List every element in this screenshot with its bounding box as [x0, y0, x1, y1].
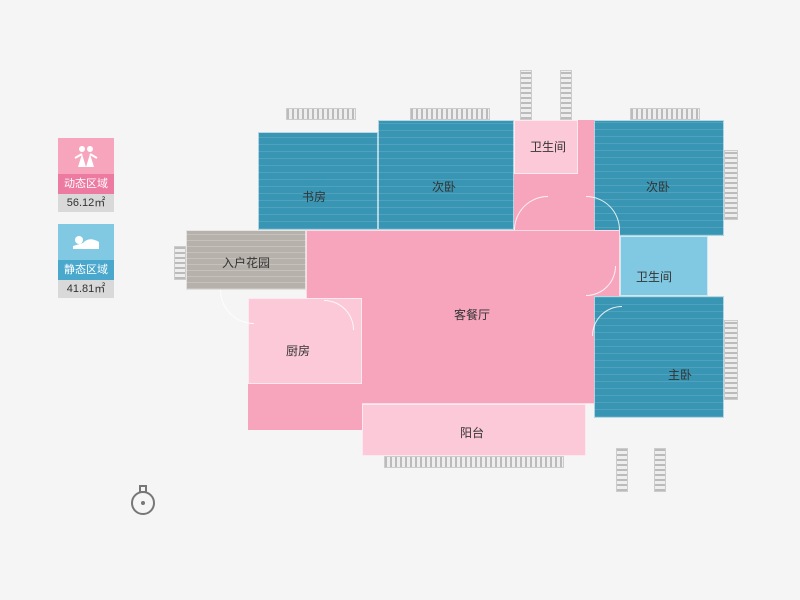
label-garden: 入户花园 [222, 254, 270, 271]
legend-dynamic: 动态区域 56.12㎡ [58, 138, 120, 212]
exterior-segment [286, 108, 356, 120]
exterior-segment [520, 70, 532, 120]
exterior-segment [630, 108, 700, 120]
legend-static-value: 41.81㎡ [58, 280, 114, 298]
exterior-segment [384, 456, 564, 468]
floorplan: 书房 次卧 卫生间 次卧 入户花园 卫生间 客餐厅 厨房 主卧 阳台 [180, 70, 740, 510]
label-living: 客餐厅 [454, 306, 490, 323]
room-bath-right [620, 236, 708, 296]
exterior-segment [724, 320, 738, 400]
label-bath-right: 卫生间 [636, 268, 672, 285]
living-fill [248, 384, 362, 430]
exterior-segment [654, 448, 666, 492]
door-arc [220, 290, 254, 324]
label-bath-top: 卫生间 [530, 138, 566, 155]
people-icon [58, 138, 114, 174]
label-master: 主卧 [668, 366, 692, 383]
legend-dynamic-label: 动态区域 [58, 174, 114, 194]
room-bedroom2-left [378, 120, 514, 230]
exterior-segment [410, 108, 490, 120]
exterior-segment [616, 448, 628, 492]
legend-dynamic-value: 56.12㎡ [58, 194, 114, 212]
label-study: 书房 [302, 188, 326, 205]
legend-static: 静态区域 41.81㎡ [58, 224, 120, 298]
room-study [258, 132, 378, 230]
compass-icon [128, 484, 158, 523]
exterior-segment [560, 70, 572, 120]
exterior-segment [724, 150, 738, 220]
label-kitchen: 厨房 [286, 342, 310, 359]
exterior-segment [174, 246, 186, 280]
label-bedroom2-left: 次卧 [432, 178, 456, 195]
label-bedroom2-right: 次卧 [646, 178, 670, 195]
label-balcony: 阳台 [460, 424, 484, 441]
legend-static-label: 静态区域 [58, 260, 114, 280]
sleep-icon [58, 224, 114, 260]
legend: 动态区域 56.12㎡ 静态区域 41.81㎡ [58, 138, 120, 310]
